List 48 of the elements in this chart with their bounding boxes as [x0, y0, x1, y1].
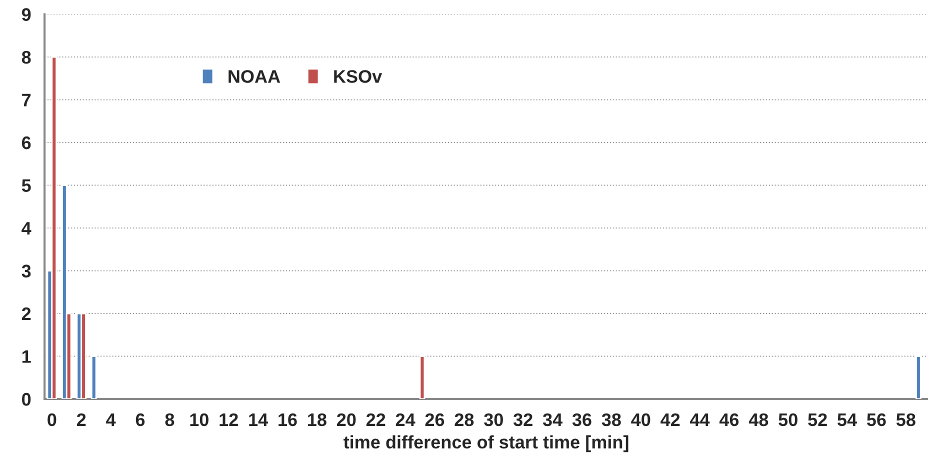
- x-tick-label: 0: [48, 413, 56, 426]
- bar: [419, 356, 426, 399]
- x-tick-label: 56: [866, 413, 886, 426]
- bar: [916, 356, 922, 399]
- bar: [90, 356, 97, 399]
- x-tick-label: 14: [249, 414, 268, 426]
- x-axis-title: time difference of start time [min]: [344, 435, 628, 452]
- y-tick-label: 2: [22, 307, 31, 320]
- x-tick-label: 34: [542, 413, 562, 426]
- y-tick-label: 8: [22, 50, 31, 64]
- x-tick-label: 54: [838, 414, 857, 426]
- x-tick-label: 12: [220, 413, 238, 426]
- x-tick-label: 28: [454, 413, 474, 426]
- x-tick-label: 10: [190, 413, 208, 426]
- x-tick-label: 30: [484, 413, 503, 426]
- y-tick-label: 3: [22, 264, 31, 278]
- x-tick-label: 6: [136, 413, 145, 426]
- bar: [51, 56, 58, 399]
- x-tick-label: 40: [631, 413, 650, 426]
- y-tick-label: 5: [22, 179, 31, 192]
- x-tick-label: 4: [106, 414, 116, 426]
- x-tick-label: 36: [572, 413, 592, 426]
- x-tick-label: 20: [336, 413, 356, 426]
- legend-label: KSOv: [334, 70, 382, 83]
- y-tick-label: 1: [22, 350, 31, 363]
- y-tick-label: 4: [22, 222, 32, 235]
- x-tick-label: 50: [778, 413, 798, 426]
- x-tick-label: 58: [896, 413, 916, 426]
- bar: [62, 184, 68, 399]
- y-tick-label: 6: [22, 136, 31, 150]
- legend-label: NOAA: [228, 70, 280, 83]
- x-tick-label: 22: [366, 413, 386, 426]
- x-tick-label: 46: [719, 413, 739, 426]
- x-tick-label: 38: [602, 413, 621, 426]
- x-tick-label: 24: [396, 413, 416, 426]
- x-tick-label: 16: [278, 413, 297, 426]
- x-tick-label: 42: [660, 413, 680, 426]
- x-tick-label: 8: [165, 413, 174, 426]
- x-tick-label: 52: [808, 413, 827, 426]
- x-tick-label: 18: [308, 413, 326, 426]
- x-tick-label: 26: [425, 413, 444, 426]
- y-tick-label: 7: [22, 94, 31, 106]
- x-tick-label: 32: [513, 413, 532, 426]
- x-tick-label: 2: [76, 413, 86, 426]
- x-tick-label: 44: [690, 414, 710, 426]
- y-tick-label: 9: [22, 8, 31, 21]
- y-tick-label: 0: [22, 392, 31, 406]
- x-tick-label: 48: [748, 413, 768, 426]
